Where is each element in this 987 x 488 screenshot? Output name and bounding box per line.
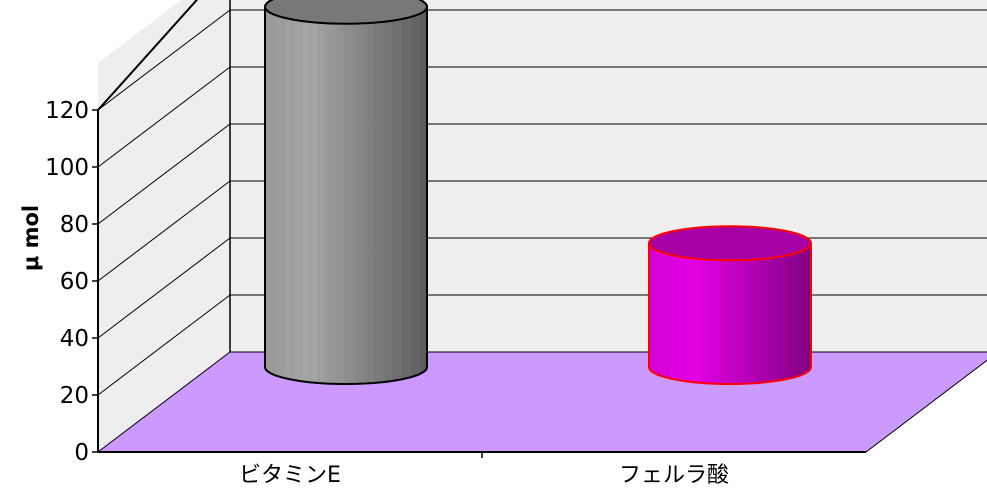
y-tick-label: 100: [45, 155, 89, 181]
gridline-side: [97, 180, 231, 282]
chart-walls: [96, 0, 987, 453]
bar-body: [648, 242, 812, 385]
y-tick-labels: 0 20 40 60 80 100 120: [45, 98, 98, 466]
gridline-side: [97, 294, 231, 396]
y-tick-label: 120: [45, 98, 89, 124]
y-tick-label: 80: [60, 212, 89, 238]
side-wall: [98, 0, 230, 452]
bar-body: [264, 5, 428, 385]
category-labels: ビタミンE フェルラ酸: [239, 452, 729, 488]
category-label: ビタミンE: [239, 463, 341, 488]
gridline-side: [97, 9, 231, 111]
floor: [96, 351, 987, 453]
y-tick-label: 60: [60, 269, 89, 295]
y-tick-label: 40: [60, 326, 89, 352]
bar-cylinder: [648, 225, 812, 385]
gridline-side: [97, 123, 231, 225]
bar-cylinder: [264, 0, 428, 385]
gridline-side: [97, 237, 231, 339]
category-label: フェルラ酸: [619, 463, 729, 488]
side-top-edge: [97, 0, 199, 111]
gridline-side: [97, 66, 231, 168]
y-axis-title: μ mol: [19, 205, 43, 271]
bar-top: [648, 225, 812, 262]
y-tick-label: 0: [74, 440, 89, 466]
bars: [264, 0, 812, 385]
bar-top: [264, 0, 428, 25]
y-tick-label: 20: [60, 383, 89, 409]
